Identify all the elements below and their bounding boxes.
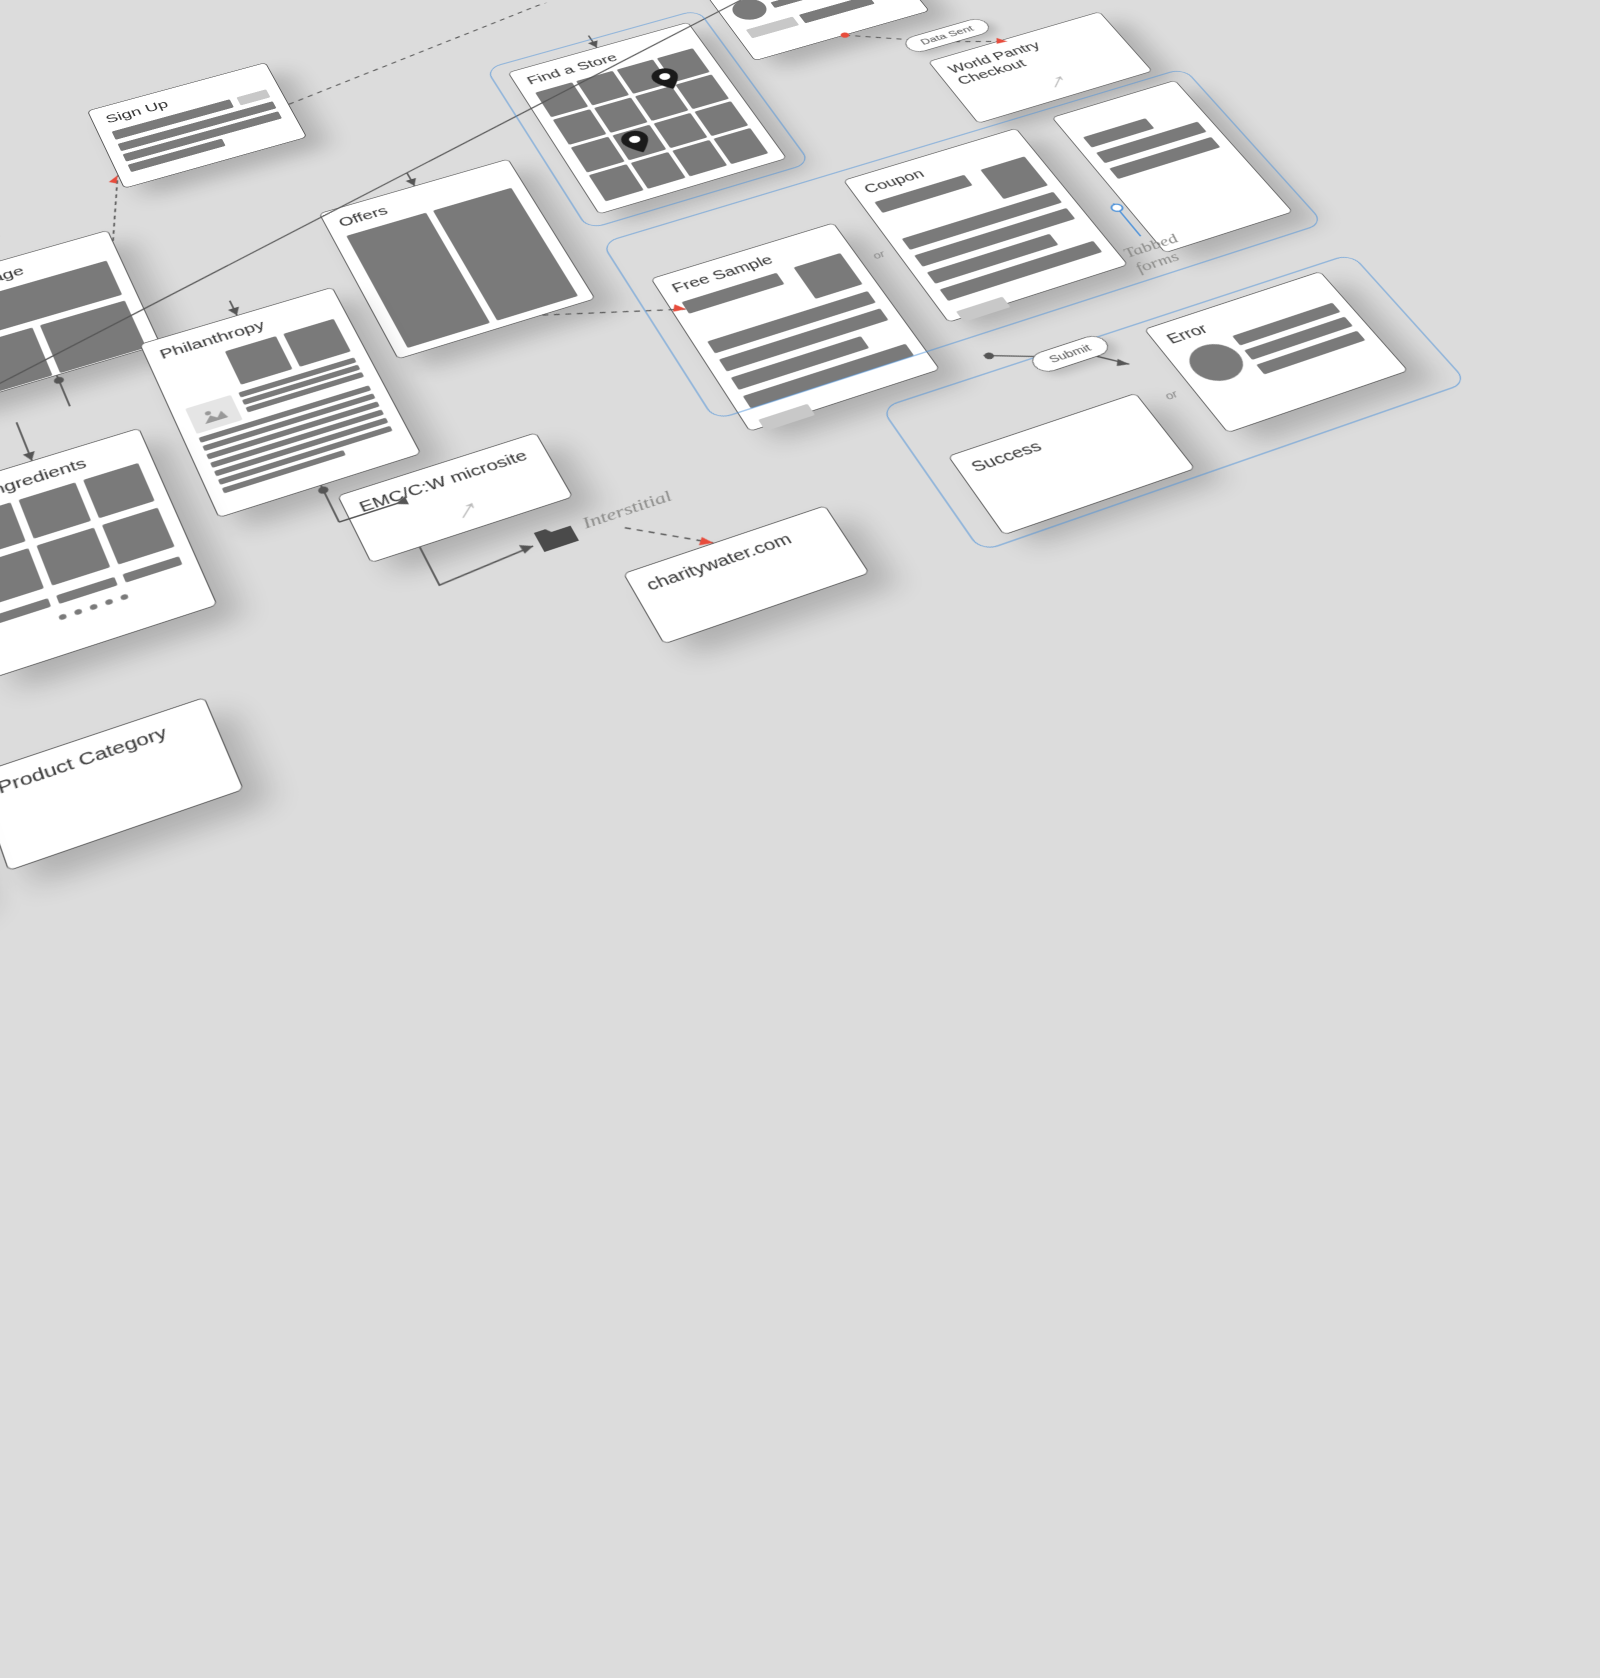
or-label: or [1162, 388, 1181, 401]
or-label: or [870, 249, 887, 261]
annotation-interstitial: Interstitial [578, 486, 676, 532]
pill-submit: Submit [1027, 333, 1113, 375]
external-link-icon: → [435, 491, 489, 526]
image-placeholder-icon [197, 403, 231, 426]
interstitial-folder-icon [530, 518, 581, 554]
annotation-form-submission: Form submission [0, 211, 2, 265]
card-product-category: Product Category [0, 697, 244, 871]
card-title: Product Category [0, 714, 201, 799]
card-home-page: Home Page [0, 230, 161, 407]
card-error: Error [1144, 271, 1409, 433]
external-link-icon: → [1030, 68, 1074, 94]
card-our-ingredients: Our Ingredients [0, 428, 218, 678]
card-offers: Offers [319, 159, 596, 360]
card-title: charitywater.com [643, 520, 828, 595]
card-find-a-store: Find a Store [508, 22, 787, 214]
sitemap-scene: Home Page Sign Up Offers Philanthropy [0, 0, 1600, 1678]
card-success: Success [948, 393, 1196, 535]
card-sign-up: Sign Up [87, 62, 307, 188]
card-charitywater: charitywater.com [623, 505, 870, 644]
card-title: Success [968, 406, 1141, 476]
